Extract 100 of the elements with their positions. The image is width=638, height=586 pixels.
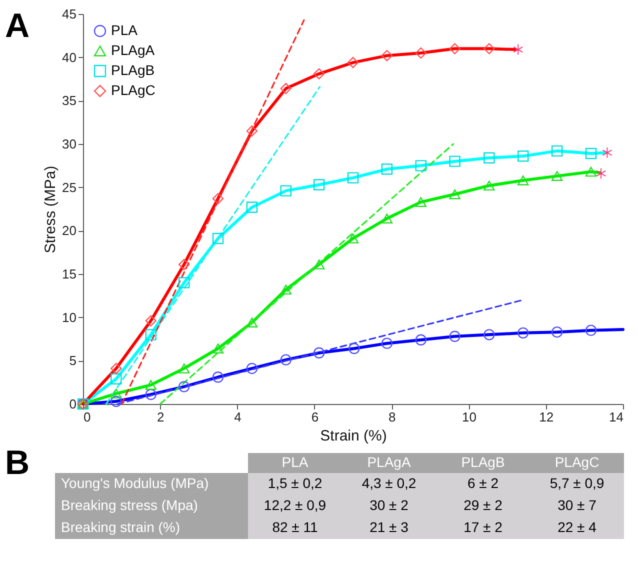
text: Young's Modulus (MPa) (61, 475, 209, 491)
x-tick-label: 14 (609, 410, 624, 424)
text: 21 ± 3 (370, 519, 409, 535)
point (347, 56, 359, 68)
text: Breaking strain (%) (61, 519, 180, 535)
text: A (5, 7, 30, 45)
point (551, 171, 563, 181)
point (313, 347, 325, 358)
y-tick-label: 10 (62, 310, 76, 325)
text: 17 ± 2 (464, 519, 503, 535)
point (313, 68, 325, 80)
y-tick-label: 40 (62, 50, 76, 65)
point (585, 166, 597, 177)
x-tick-label: 10 (462, 410, 476, 424)
legend-label: PLAgB (111, 62, 155, 78)
point (313, 179, 325, 190)
point (449, 43, 460, 54)
point (212, 344, 224, 354)
point (518, 150, 529, 162)
point (178, 258, 190, 270)
text: 22 ± 4 (558, 519, 597, 535)
point (347, 172, 359, 184)
point (246, 362, 258, 374)
point (381, 214, 393, 224)
x-tick-label: 4 (234, 410, 242, 424)
point (110, 373, 122, 384)
point (246, 318, 258, 328)
point (381, 164, 393, 175)
x-tick-label: 0 (84, 410, 91, 424)
x-tick-label: 12 (539, 410, 554, 424)
point (145, 388, 156, 400)
text: 82 ± 11 (272, 519, 318, 535)
point (110, 362, 122, 374)
point (145, 315, 156, 326)
y-axis-title: Stress (MPa) (42, 166, 60, 254)
point (551, 326, 563, 338)
text: 5,7 ± 0,9 (550, 475, 604, 491)
y-tick-label: 20 (62, 223, 76, 238)
point (145, 329, 156, 340)
y-tick-label: 35 (62, 93, 76, 108)
text: B (5, 444, 30, 482)
point (348, 342, 360, 354)
x-tick-label: 6 (311, 410, 319, 424)
point (484, 180, 495, 191)
text: 4,3 ± 0,2 (362, 475, 416, 491)
point (178, 277, 190, 288)
point (449, 156, 460, 167)
point (518, 327, 529, 339)
point (145, 380, 156, 390)
text: 1,5 ± 0,2 (268, 475, 322, 491)
point (484, 43, 495, 54)
point (484, 152, 495, 164)
point (212, 193, 224, 204)
text: PLAgA (367, 454, 412, 470)
point (280, 354, 292, 366)
text: 29 ± 2 (464, 497, 503, 513)
point (415, 197, 426, 207)
text: PLA (282, 454, 309, 470)
point (415, 334, 426, 346)
text: 30 ± 7 (558, 497, 597, 513)
point (313, 260, 325, 270)
point (280, 284, 292, 295)
point (415, 160, 426, 172)
legend-label: PLAgC (111, 82, 156, 98)
legend-label: PLAgA (111, 42, 156, 58)
point (110, 388, 122, 399)
point (602, 147, 612, 158)
point (484, 329, 495, 340)
y-tick-label: 5 (69, 353, 76, 368)
point (449, 189, 460, 200)
point (212, 232, 224, 244)
y-tick-label: 30 (62, 136, 76, 152)
point (415, 47, 426, 59)
point (381, 50, 393, 62)
point (212, 372, 224, 383)
y-tick-label: 45 (62, 6, 76, 22)
point (596, 168, 606, 179)
point (449, 330, 460, 342)
y-tick-label: 25 (62, 180, 76, 195)
point (585, 324, 597, 336)
text: 30 ± 2 (370, 497, 409, 513)
x-tick-label: 8 (388, 410, 396, 424)
point (347, 234, 359, 244)
point (551, 145, 563, 157)
x-axis-title: Strain (%) (320, 428, 387, 444)
y-tick-label: 15 (62, 266, 76, 282)
text: 6 ± 2 (467, 475, 499, 491)
point (585, 148, 597, 160)
y-tick-label: 0 (69, 396, 76, 412)
point (518, 175, 529, 186)
legend-label: PLA (111, 22, 138, 38)
x-tick-label: 2 (157, 410, 164, 424)
text: 12,2 ± 0,9 (264, 497, 326, 513)
point (246, 202, 258, 213)
point (178, 364, 190, 374)
point (110, 396, 122, 407)
text: Breaking stress (Mpa) (61, 497, 198, 513)
point (381, 338, 393, 349)
point (280, 82, 292, 94)
text: PLAgB (461, 454, 505, 470)
